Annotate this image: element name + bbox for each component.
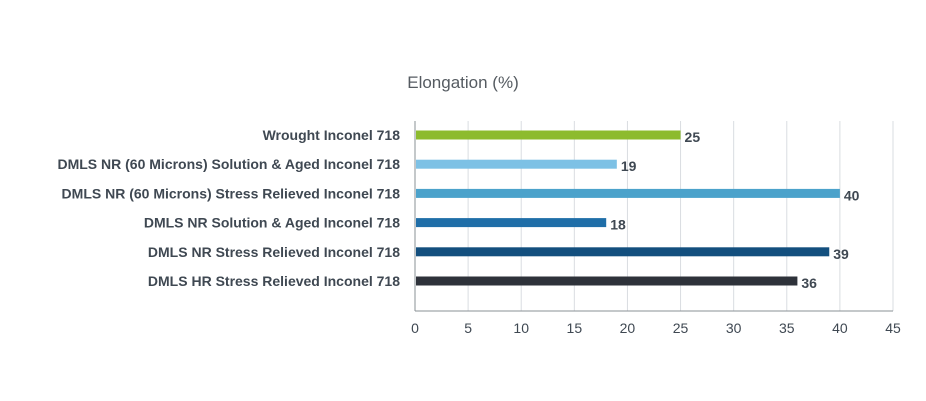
category-label-4: DMLS NR Solution & Aged Inconel 718 (144, 215, 400, 231)
axes (414, 121, 893, 312)
bar-4 (416, 218, 607, 228)
data-labels: 25 19 40 18 39 36 (610, 129, 859, 291)
category-label-5: DMLS NR Stress Relieved Inconel 718 (148, 244, 400, 260)
bar-1 (416, 130, 681, 140)
x-tick-30: 30 (726, 320, 742, 336)
bar-5 (416, 247, 830, 257)
data-label-3: 40 (844, 187, 860, 203)
gridlines (467, 121, 894, 311)
x-tick-20: 20 (620, 320, 636, 336)
bar-2 (416, 159, 617, 169)
category-labels: Wrought Inconel 718 DMLS NR (60 Microns) … (57, 127, 400, 289)
x-tick-15: 15 (567, 320, 583, 336)
category-label-6: DMLS HR Stress Relieved Inconel 718 (148, 273, 400, 289)
category-label-1: Wrought Inconel 718 (263, 127, 401, 143)
chart-title: Elongation (%) (407, 73, 519, 92)
bars (416, 130, 840, 286)
data-label-2: 19 (621, 158, 637, 174)
x-tick-10: 10 (513, 320, 529, 336)
data-label-1: 25 (685, 129, 701, 145)
data-label-6: 36 (801, 275, 817, 291)
x-tick-labels: 0 5 10 15 20 25 30 35 40 45 (411, 320, 901, 336)
category-label-2: DMLS NR (60 Microns) Solution & Aged Inc… (57, 156, 400, 172)
x-tick-0: 0 (411, 320, 419, 336)
x-tick-25: 25 (673, 320, 689, 336)
x-tick-35: 35 (779, 320, 795, 336)
x-tick-40: 40 (832, 320, 848, 336)
x-tick-5: 5 (464, 320, 472, 336)
bar-6 (416, 276, 798, 286)
data-label-5: 39 (833, 246, 849, 262)
x-tick-45: 45 (885, 320, 901, 336)
bar-3 (416, 188, 840, 198)
data-label-4: 18 (610, 217, 626, 233)
category-label-3: DMLS NR (60 Microns) Stress Relieved Inc… (62, 185, 401, 201)
